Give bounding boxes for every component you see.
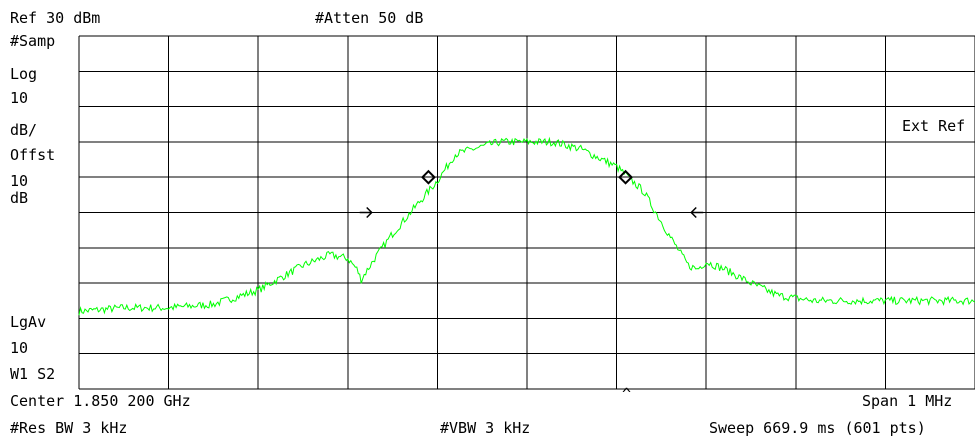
vbw-label: #VBW 3 kHz [440, 419, 531, 437]
ext-ref-label: Ext Ref [902, 117, 966, 135]
span-label: Span 1 MHz [862, 392, 953, 410]
scale-unit-label: dB/ [10, 121, 38, 139]
average-label: LgAv [10, 313, 47, 331]
rbw-label: #Res BW 3 kHz [10, 419, 128, 437]
attenuation-label: #Atten 50 dB [315, 9, 424, 27]
ref-level-label: Ref 30 dBm [10, 9, 101, 27]
offset-label: Offst [10, 146, 56, 164]
trace-1 [78, 136, 975, 316]
scale-type-label: Log [10, 65, 38, 83]
graticule-grid [78, 35, 975, 390]
center-frequency-label: Center 1.850 200 GHz [10, 392, 191, 410]
offset-value-label: 10 [10, 172, 29, 190]
center-marker-caret: ^ [622, 385, 632, 403]
trace-info-label: W1 S2 [10, 365, 56, 383]
arrow-right-icon [359, 206, 373, 219]
offset-unit-label: dB [10, 189, 29, 207]
marker-diamond-icon [421, 169, 436, 185]
arrow-left-icon [690, 206, 704, 219]
sweep-label: Sweep 669.9 ms (601 pts) [709, 419, 926, 437]
average-count-label: 10 [10, 339, 29, 357]
markers [359, 169, 704, 219]
marker-diamond-icon [618, 169, 633, 185]
scale-value-label: 10 [10, 89, 29, 107]
detector-label: #Samp [10, 32, 56, 50]
